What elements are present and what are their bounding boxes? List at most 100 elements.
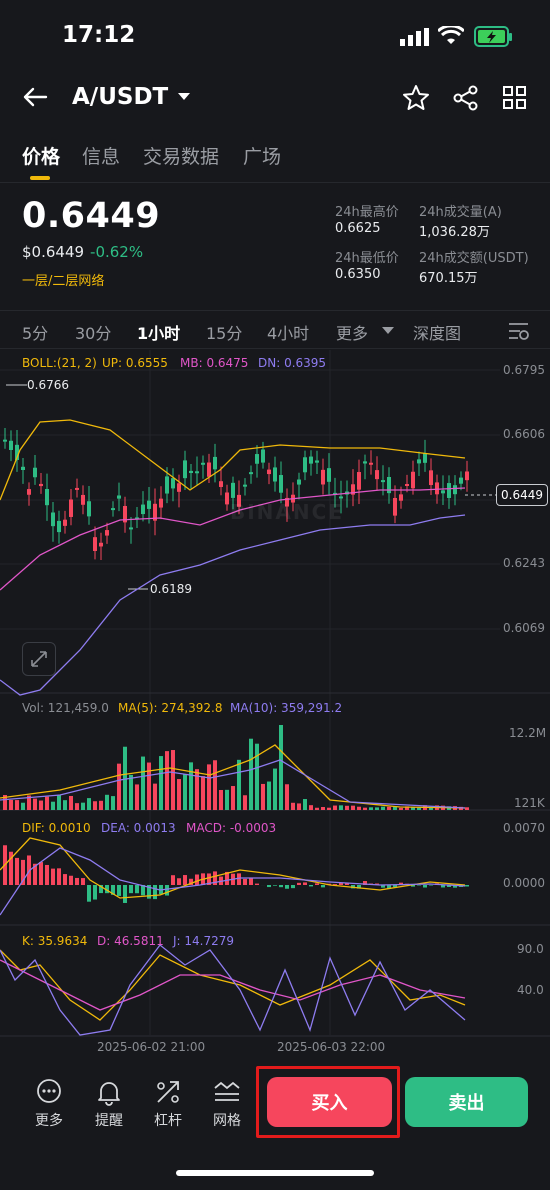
network-tag[interactable]: 一层/二层网络	[22, 274, 105, 289]
volume-bar	[171, 750, 175, 810]
volume-bar	[99, 800, 103, 810]
volume-bar	[405, 806, 409, 810]
stat-high-value: 0.6625	[335, 221, 381, 236]
candle-body	[303, 457, 307, 473]
interval-4h[interactable]: 4小时	[267, 324, 310, 343]
volume-bar	[213, 760, 217, 810]
price-axis-tick: 0.6795	[503, 363, 545, 377]
macd-bar	[393, 885, 397, 888]
volume-bar	[321, 807, 325, 810]
kdj-j: J: 14.7279	[173, 934, 235, 948]
battery-icon	[474, 26, 512, 47]
macd-bar	[297, 882, 301, 885]
macd-bar	[93, 885, 97, 900]
bottom-leverage[interactable]: 杠杆	[146, 1078, 190, 1129]
candle-body	[441, 490, 445, 494]
kdj-d-line	[0, 959, 466, 1011]
fullscreen-button[interactable]	[22, 642, 56, 676]
volume-bar	[201, 776, 205, 810]
macd-dif-line	[0, 837, 466, 899]
macd-bar	[183, 875, 187, 885]
macd-bar	[453, 885, 457, 888]
star-icon[interactable]	[402, 84, 430, 112]
tab-trading-data[interactable]: 交易数据	[143, 146, 220, 168]
sell-button[interactable]: 卖出	[405, 1077, 528, 1127]
boll-dn-line	[0, 514, 466, 696]
volume-bar	[123, 746, 127, 810]
macd-bar	[411, 885, 415, 887]
signal-icon	[400, 28, 429, 46]
kdj-axis-mid: 40.0	[517, 983, 544, 997]
bottom-action-bar: 更多 提醒 杠杆 网格 买入 卖出	[0, 1060, 550, 1190]
volume-bar	[243, 795, 247, 810]
candle-body	[465, 471, 469, 481]
candle-body	[51, 512, 55, 527]
kdj-j-line	[0, 944, 466, 1036]
boll-mb: MB: 0.6475	[180, 356, 249, 370]
candle-body	[213, 456, 217, 470]
volume-bar	[309, 805, 313, 810]
tab-info[interactable]: 信息	[82, 146, 121, 168]
macd-bar	[249, 877, 253, 885]
tab-square[interactable]: 广场	[243, 146, 282, 168]
macd-bar	[465, 885, 469, 887]
status-bar: 17:12	[0, 0, 550, 72]
chart-settings-icon[interactable]	[508, 321, 530, 341]
macd-bar	[255, 883, 259, 885]
candle-body	[267, 469, 271, 475]
bottom-leverage-label: 杠杆	[154, 1113, 182, 1129]
interval-more[interactable]: 更多	[336, 324, 369, 343]
caret-down-icon[interactable]	[382, 327, 394, 335]
macd-bar	[267, 885, 271, 888]
macd-bar	[69, 875, 73, 885]
bottom-alert[interactable]: 提醒	[87, 1078, 131, 1129]
active-tab-indicator	[30, 176, 50, 180]
volume-bar	[339, 805, 343, 810]
pair-title[interactable]: A/USDT	[72, 84, 169, 110]
bottom-more[interactable]: 更多	[27, 1078, 71, 1129]
candle-body	[63, 519, 67, 526]
candle-body	[33, 467, 37, 478]
tab-price[interactable]: 价格	[22, 146, 61, 168]
stat-low-value: 0.6350	[335, 267, 381, 282]
interval-30m[interactable]: 30分	[75, 324, 112, 343]
watermark: BINANCE	[230, 500, 344, 524]
volume-bar	[105, 794, 109, 810]
candle-body	[339, 496, 343, 499]
caret-down-icon[interactable]	[177, 92, 191, 102]
grid-icon[interactable]	[502, 85, 528, 111]
macd-bar	[225, 871, 229, 885]
interval-5m[interactable]: 5分	[22, 324, 49, 343]
candle-body	[93, 537, 97, 552]
kline-chart[interactable]: BOLL:(21, 2) UP: 0.6555 MB: 0.6475 DN: 0…	[0, 350, 550, 1060]
macd-bar	[303, 882, 307, 885]
volume-bar	[285, 784, 289, 810]
candle-body	[405, 483, 409, 486]
volume-bar	[231, 786, 235, 810]
candle-body	[447, 483, 451, 498]
interval-depth[interactable]: 深度图	[413, 324, 462, 343]
buy-button[interactable]: 买入	[267, 1077, 392, 1127]
bottom-grid[interactable]: 网格	[205, 1078, 249, 1129]
macd-bar	[363, 881, 367, 885]
macd-bar	[63, 874, 67, 885]
macd-dea: DEA: 0.0013	[101, 821, 176, 835]
share-icon[interactable]	[452, 84, 480, 112]
macd-bar	[243, 878, 247, 885]
interval-1h[interactable]: 1小时	[137, 324, 181, 343]
volume-bar	[333, 805, 337, 810]
interval-15m[interactable]: 15分	[206, 324, 243, 343]
volume-bar	[219, 789, 223, 810]
arrow-left-icon[interactable]	[22, 86, 48, 108]
candle-body	[387, 476, 391, 494]
bottom-more-label: 更多	[35, 1113, 63, 1129]
candle-body	[453, 485, 457, 495]
macd-bar	[129, 885, 133, 894]
price-usd: $0.6449	[22, 243, 85, 261]
candle-body	[351, 484, 355, 495]
macd-bar	[333, 884, 337, 885]
volume-bar	[159, 756, 163, 810]
high-marker: 0.6766	[27, 378, 69, 392]
candle-body	[399, 494, 403, 501]
candle-body	[261, 449, 265, 463]
